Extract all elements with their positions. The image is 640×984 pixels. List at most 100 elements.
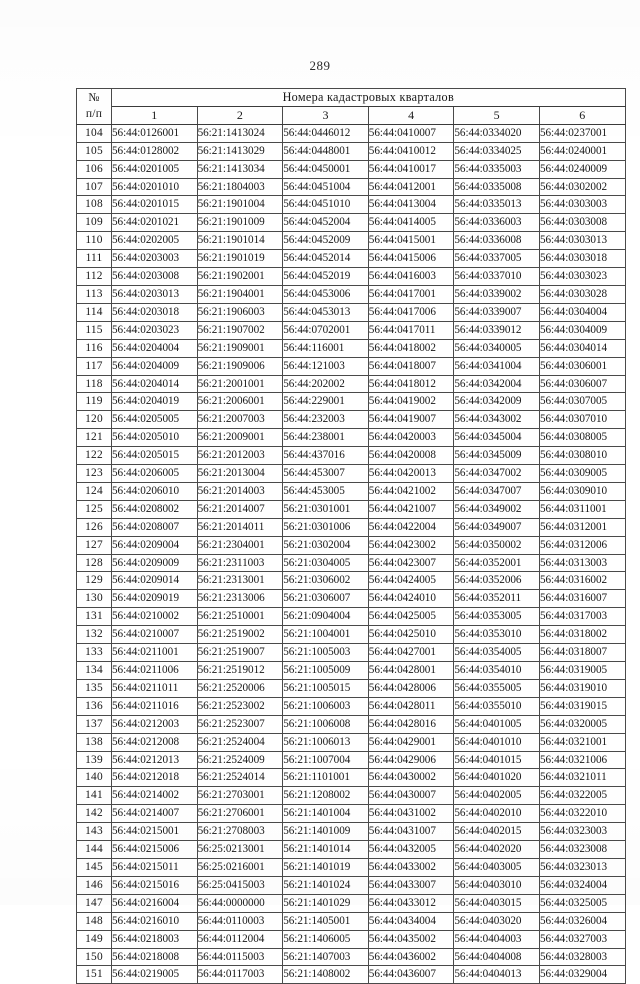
cadastral-number-cell: 56:44:0401020	[453, 768, 540, 788]
cadastral-number-cell: 56:44:0413004	[367, 195, 455, 215]
cadastral-number-cell: 56:44:0403015	[453, 893, 540, 913]
column-header-3: 3	[282, 105, 369, 125]
cadastral-number-cell: 56:21:0306002	[282, 571, 369, 591]
table-row: 105 56:44:0128002 56:21:1413029 56:44:04480…	[76, 141, 626, 161]
cadastral-number-cell: 56:21:1401004	[282, 804, 369, 824]
cadastral-number-cell: 56:21:1909001	[196, 338, 284, 358]
cadastral-number-cell: 56:44:0208007	[111, 517, 198, 537]
cadastral-number-cell: 56:44:0204009	[111, 356, 198, 376]
cadastral-number-cell: 56:21:1904001	[196, 284, 284, 304]
cadastral-number-cell: 56:44:0204019	[111, 392, 198, 412]
table-row: 119 56:44:0204019 56:21:2006001 56:44:22900…	[76, 392, 626, 412]
table-row: 118 56:44:0204014 56:21:2001001 56:44:20200…	[76, 374, 626, 394]
row-index: 128	[76, 553, 112, 573]
cadastral-number-cell: 56:44:0404008	[453, 947, 540, 967]
cadastral-number-cell: 56:44:0316002	[538, 571, 626, 591]
row-index: 135	[76, 678, 112, 698]
cadastral-number-cell: 56:44:0349007	[453, 517, 540, 537]
table-row: 138 56:44:0212008 56:21:2524004 56:21:10060…	[76, 732, 626, 752]
cadastral-number-cell: 56:44:0334020	[453, 123, 540, 143]
cadastral-number-cell: 56:44:0208002	[111, 499, 198, 519]
cadastral-number-cell: 56:44:0209014	[111, 571, 198, 591]
cadastral-number-cell: 56:44:0326004	[538, 911, 626, 931]
cadastral-number-cell: 56:44:0335013	[453, 195, 540, 215]
cadastral-number-cell: 56:44:453005	[282, 481, 369, 501]
cadastral-number-cell: 56:44:0201005	[111, 159, 198, 179]
cadastral-number-cell: 56:21:2519012	[196, 661, 284, 680]
cadastral-quarters-table: № п/п Номера кадастровых кварталов 1 2 3…	[76, 88, 626, 984]
table-row: 107 56:44:0201010 56:21:1804003 56:44:04510…	[76, 177, 626, 197]
cadastral-number-cell: 56:44:0417011	[367, 320, 455, 340]
cadastral-number-cell: 56:44:0337010	[453, 267, 540, 286]
table-body: 104 56:44:0126001 56:21:1413024 56:44:04460…	[76, 123, 626, 984]
cadastral-number-cell: 56:21:1804003	[196, 177, 284, 197]
cadastral-number-cell: 56:44:0450001	[282, 159, 369, 179]
row-index: 133	[76, 643, 112, 662]
row-index: 107	[76, 177, 112, 197]
row-index: 122	[76, 446, 112, 466]
table-row: 115 56:44:0203023 56:21:1907002 56:44:07020…	[76, 320, 626, 340]
cadastral-number-cell: 56:21:1401029	[282, 893, 369, 913]
row-index: 137	[76, 714, 112, 734]
cadastral-number-cell: 56:44:0430002	[367, 768, 455, 788]
row-index: 121	[76, 428, 112, 448]
cadastral-number-cell: 56:44:0428006	[367, 678, 455, 698]
cadastral-number-cell: 56:44:0316007	[538, 589, 626, 609]
row-index: 123	[76, 464, 112, 483]
cadastral-number-cell: 56:44:0452009	[282, 231, 369, 251]
table-row: 121 56:44:0205010 56:21:2009001 56:44:23800…	[76, 428, 626, 448]
cadastral-number-cell: 56:21:2313006	[196, 589, 284, 609]
cadastral-number-cell: 56:21:2524004	[196, 732, 284, 752]
cadastral-number-cell: 56:44:0215011	[111, 857, 198, 877]
cadastral-number-cell: 56:44:0430007	[367, 786, 455, 806]
cadastral-number-cell: 56:21:1005009	[282, 661, 369, 680]
cadastral-number-cell: 56:21:0301001	[282, 499, 369, 519]
cadastral-number-cell: 56:21:0306007	[282, 589, 369, 609]
cadastral-number-cell: 56:44:0341004	[453, 356, 540, 376]
cadastral-number-cell: 56:44:0337005	[453, 249, 540, 269]
cadastral-number-cell: 56:44:0452019	[282, 267, 369, 286]
cadastral-number-cell: 56:21:1006013	[282, 732, 369, 752]
cadastral-number-cell: 56:44:0216010	[111, 911, 198, 931]
table-row: 141 56:44:0214002 56:21:2703001 56:21:12080…	[76, 786, 626, 806]
cadastral-number-cell: 56:21:1407003	[282, 947, 369, 967]
row-index: 145	[76, 857, 112, 877]
cadastral-number-cell: 56:44:0215016	[111, 875, 198, 895]
cadastral-number-cell: 56:44:0410017	[367, 159, 455, 179]
cadastral-number-cell: 56:44:0000000	[196, 893, 284, 913]
cadastral-number-cell: 56:44:0352001	[453, 553, 540, 573]
cadastral-number-cell: 56:44:0209019	[111, 589, 198, 609]
cadastral-number-cell: 56:21:2524014	[196, 768, 284, 788]
cadastral-number-cell: 56:44:0352011	[453, 589, 540, 609]
cadastral-number-cell: 56:44:0307010	[538, 410, 626, 430]
row-index: 136	[76, 696, 112, 716]
table-row: 104 56:44:0126001 56:21:1413024 56:44:04460…	[76, 123, 626, 143]
cadastral-number-cell: 56:44:0318002	[538, 625, 626, 645]
cadastral-number-cell: 56:44:0304009	[538, 320, 626, 340]
row-index: 117	[76, 356, 112, 376]
cadastral-number-cell: 56:44:0321001	[538, 732, 626, 752]
row-index: 131	[76, 607, 112, 627]
table-title-header: Номера кадастровых кварталов	[111, 88, 626, 107]
cadastral-number-cell: 56:44:0350002	[453, 535, 540, 555]
cadastral-number-cell: 56:21:2014011	[196, 517, 284, 537]
cadastral-number-cell: 56:44:0347002	[453, 464, 540, 483]
cadastral-number-cell: 56:44:0201010	[111, 177, 198, 197]
cadastral-number-cell: 56:44:0418012	[367, 374, 455, 394]
cadastral-number-cell: 56:44:0203018	[111, 302, 198, 322]
cadastral-number-cell: 56:44:0453013	[282, 302, 369, 322]
cadastral-number-cell: 56:44:0702001	[282, 320, 369, 340]
table-head: № п/п Номера кадастровых кварталов 1 2 3…	[76, 88, 626, 125]
cadastral-number-cell: 56:44:0433012	[367, 893, 455, 913]
cadastral-number-cell: 56:44:0335003	[453, 159, 540, 179]
row-index: 127	[76, 535, 112, 555]
row-index: 129	[76, 571, 112, 591]
table-row: 148 56:44:0216010 56:44:0110003 56:21:14050…	[76, 911, 626, 931]
cadastral-number-cell: 56:21:1401014	[282, 840, 369, 859]
cadastral-number-cell: 56:21:2001001	[196, 374, 284, 394]
cadastral-number-cell: 56:44:0417006	[367, 302, 455, 322]
cadastral-number-cell: 56:44:0308010	[538, 446, 626, 466]
table-row: 116 56:44:0204004 56:21:1909001 56:44:11600…	[76, 338, 626, 358]
cadastral-number-cell: 56:44:0422004	[367, 517, 455, 537]
row-index: 146	[76, 875, 112, 895]
